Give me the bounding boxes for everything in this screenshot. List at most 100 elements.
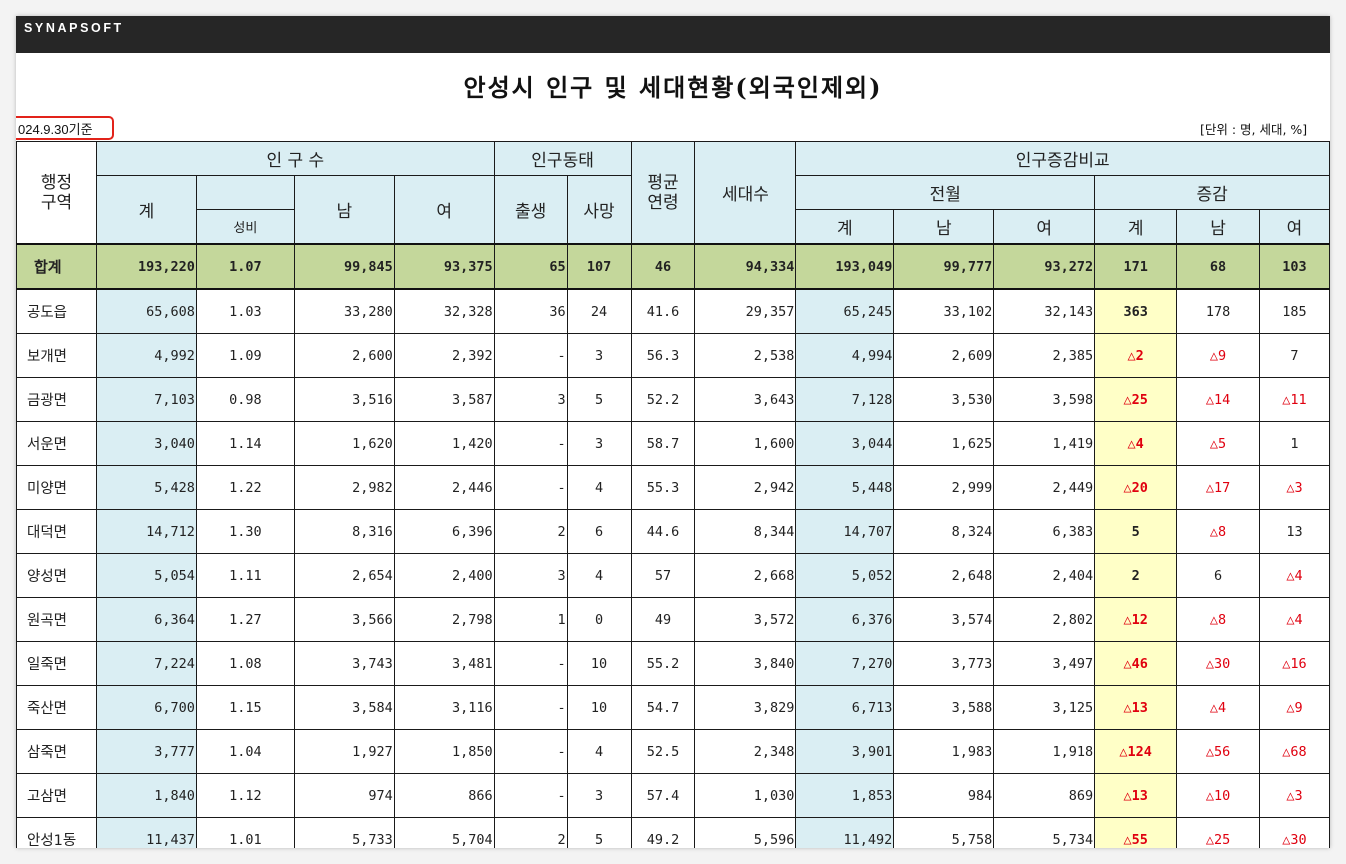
header-prev-month: 전월 xyxy=(795,175,1096,210)
cell-sex-ratio: 1.01 xyxy=(195,817,295,848)
cell-pop-female: 2,392 xyxy=(393,333,495,378)
cell-pop-male: 2,654 xyxy=(293,553,395,598)
cell-chg-female: △16 xyxy=(1259,641,1330,686)
cell-avg-age: 55.3 xyxy=(630,465,696,510)
cell-prev-male: 1,625 xyxy=(893,421,995,466)
cell-prev-male: 3,574 xyxy=(893,597,995,642)
header-avg-age: 평균 연령 xyxy=(630,141,696,245)
cell-prev-female: 2,449 xyxy=(993,465,1096,510)
cell-births: 3 xyxy=(493,553,568,598)
cell-pop-male: 3,516 xyxy=(293,377,395,422)
cell-pop-total: 65,608 xyxy=(95,288,197,334)
table-row: 죽산면 6,700 1.15 3,584 3,116-10 54.7 3,829 6,713 3… xyxy=(16,685,1330,730)
cell-chg-female: △68 xyxy=(1259,729,1330,774)
cell-region-name: 양성면 xyxy=(16,553,97,598)
cell-chg-female: △9 xyxy=(1259,685,1330,730)
cell-pop-female: 2,798 xyxy=(393,597,495,642)
cell-prev-total: 7,270 xyxy=(795,641,895,686)
cell-sex-ratio: 1.14 xyxy=(195,421,295,466)
cell-pop-male: 99,845 xyxy=(293,243,395,290)
cell-region-name: 고삼면 xyxy=(16,773,97,818)
cell-chg-male: △8 xyxy=(1176,597,1260,642)
cell-sex-ratio: 1.30 xyxy=(195,509,295,554)
cell-pop-male: 33,280 xyxy=(293,288,395,334)
cell-prev-total: 1,853 xyxy=(795,773,895,818)
cell-avg-age: 41.6 xyxy=(630,288,696,334)
cell-region-name: 원곡면 xyxy=(16,597,97,642)
cell-pop-male: 2,600 xyxy=(293,333,395,378)
cell-pop-total: 3,040 xyxy=(95,421,197,466)
cell-households: 2,348 xyxy=(694,729,797,774)
cell-chg-male: △30 xyxy=(1176,641,1260,686)
cell-region-name: 공도읍 xyxy=(16,288,97,334)
cell-prev-female: 869 xyxy=(993,773,1096,818)
cell-pop-male: 5,733 xyxy=(293,817,395,848)
cell-avg-age: 52.2 xyxy=(630,377,696,422)
cell-chg-female: 103 xyxy=(1259,243,1330,290)
cell-pop-male: 974 xyxy=(293,773,395,818)
cell-pop-total: 7,103 xyxy=(95,377,197,422)
cell-prev-total: 193,049 xyxy=(795,243,895,290)
cell-chg-male: 68 xyxy=(1176,243,1260,290)
cell-births: 2 xyxy=(493,817,568,848)
table-row: 미양면 5,428 1.22 2,982 2,446-4 55.3 2,942 5,448 2,… xyxy=(16,465,1330,510)
cell-chg-total: △12 xyxy=(1094,597,1178,642)
cell-prev-male: 99,777 xyxy=(893,243,995,290)
cell-pop-female: 1,420 xyxy=(393,421,495,466)
cell-households: 2,668 xyxy=(694,553,797,598)
cell-chg-total: △4 xyxy=(1094,421,1178,466)
cell-births: 1 xyxy=(493,597,568,642)
cell-prev-female: 2,385 xyxy=(993,333,1096,378)
table-row: 양성면 5,054 1.11 2,654 2,400 3 4 57 2,668 5,052 2,64… xyxy=(16,553,1330,598)
cell-births: - xyxy=(493,333,568,378)
cell-chg-total: △46 xyxy=(1094,641,1178,686)
cell-prev-total: 3,044 xyxy=(795,421,895,466)
cell-prev-female: 32,143 xyxy=(993,288,1096,334)
cell-prev-female: 3,598 xyxy=(993,377,1096,422)
total-row: 합계 193,220 1.07 99,845 93,375 65 107 46 94,334 19… xyxy=(16,243,1330,290)
cell-pop-female: 866 xyxy=(393,773,495,818)
cell-chg-total: 5 xyxy=(1094,509,1178,554)
table-header: 행정 구역 인 구 수 인구동태 평균 연령 세대수 인구증감비교 계 남 여 … xyxy=(16,141,1330,245)
table-row: 대덕면 14,712 1.30 8,316 6,396 2 6 44.6 8,344 14,707… xyxy=(16,509,1330,554)
header-households: 세대수 xyxy=(694,141,797,245)
cell-avg-age: 44.6 xyxy=(630,509,696,554)
header-prev-female: 여 xyxy=(993,209,1096,245)
cell-pop-female: 2,400 xyxy=(393,553,495,598)
cell-pop-male: 2,982 xyxy=(293,465,395,510)
cell-prev-male: 33,102 xyxy=(893,288,995,334)
cell-avg-age: 58.7 xyxy=(630,421,696,466)
cell-prev-male: 3,588 xyxy=(893,685,995,730)
cell-chg-male: △4 xyxy=(1176,685,1260,730)
cell-prev-male: 2,609 xyxy=(893,333,995,378)
cell-chg-total: △2 xyxy=(1094,333,1178,378)
header-movement: 인구동태 xyxy=(493,141,632,176)
cell-avg-age: 49.2 xyxy=(630,817,696,848)
cell-prev-male: 5,758 xyxy=(893,817,995,848)
cell-pop-male: 8,316 xyxy=(293,509,395,554)
cell-sex-ratio: 1.07 xyxy=(195,243,295,290)
header-pop-total: 계 xyxy=(95,175,197,245)
cell-deaths: 24 xyxy=(566,288,632,334)
cell-households: 3,840 xyxy=(694,641,797,686)
cell-pop-female: 3,587 xyxy=(393,377,495,422)
cell-avg-age: 52.5 xyxy=(630,729,696,774)
cell-deaths: 5 xyxy=(566,377,632,422)
cell-chg-female: △3 xyxy=(1259,465,1330,510)
cell-pop-total: 6,364 xyxy=(95,597,197,642)
cell-births: 36 xyxy=(493,288,568,334)
cell-prev-female: 3,497 xyxy=(993,641,1096,686)
cell-births: - xyxy=(493,421,568,466)
cell-chg-female: 1 xyxy=(1259,421,1330,466)
header-region: 행정 구역 xyxy=(16,141,97,245)
cell-births: - xyxy=(493,685,568,730)
cell-pop-total: 193,220 xyxy=(95,243,197,290)
cell-region-name: 일죽면 xyxy=(16,641,97,686)
cell-region-name: 죽산면 xyxy=(16,685,97,730)
cell-sex-ratio: 1.22 xyxy=(195,465,295,510)
cell-chg-male: △25 xyxy=(1176,817,1260,848)
cell-prev-male: 3,530 xyxy=(893,377,995,422)
cell-households: 2,942 xyxy=(694,465,797,510)
cell-households: 3,572 xyxy=(694,597,797,642)
cell-region-name: 금광면 xyxy=(16,377,97,422)
